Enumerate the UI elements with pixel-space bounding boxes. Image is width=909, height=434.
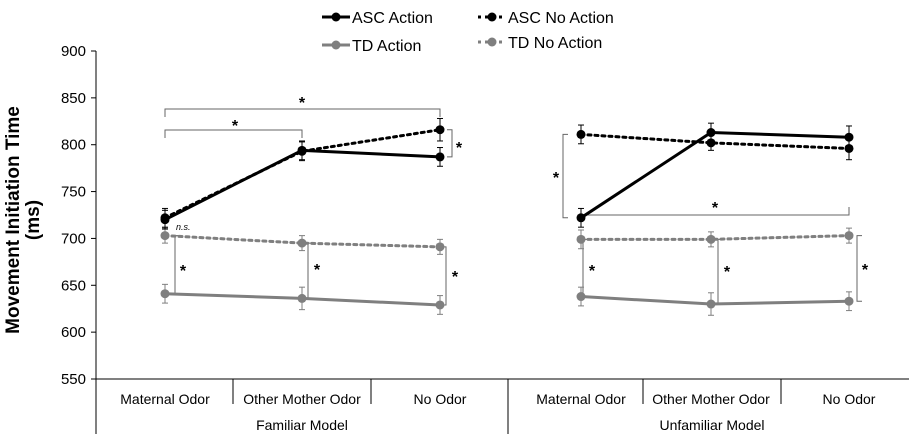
series-td-action: [160, 283, 854, 316]
y-tick-label: 750: [61, 184, 86, 201]
y-tick-label: 850: [61, 90, 86, 107]
data-point: [576, 213, 586, 223]
data-point: [160, 231, 170, 241]
bracket-td-maternal-unfamiliar: [582, 238, 588, 298]
legend-item: TD No Action: [478, 35, 602, 52]
significance-brackets: * * * n.s. * * * * * * * *: [164, 95, 869, 306]
data-point: [576, 234, 586, 244]
series-layer: [160, 117, 854, 316]
data-point: [576, 292, 586, 302]
group-label: Unfamiliar Model: [659, 417, 764, 433]
x-tick-label: Other Mother Odor: [243, 391, 361, 407]
data-point: [160, 289, 170, 299]
significance-star: *: [862, 262, 869, 279]
x-tick-label: Maternal Odor: [120, 391, 210, 407]
significance-star: *: [180, 263, 187, 280]
y-tick-label: 700: [61, 230, 86, 247]
data-point: [435, 242, 445, 252]
significance-star: *: [232, 118, 239, 135]
data-point: [844, 132, 854, 142]
axes: 550 600 650 700 750 800 850 900 Maternal Odor Oth…: [61, 43, 909, 434]
data-point: [297, 145, 307, 155]
y-tick-label: 550: [61, 371, 86, 388]
significance-star: *: [589, 263, 596, 280]
data-point: [706, 138, 716, 148]
significance-star: *: [724, 264, 731, 281]
ns-label: n.s.: [176, 222, 191, 232]
legend-label: TD Action: [352, 38, 421, 55]
data-point: [576, 129, 586, 139]
significance-star: *: [456, 140, 463, 157]
data-point: [435, 152, 445, 162]
bracket-td-no-odor-unfamiliar: [856, 235, 862, 302]
legend-item: ASC No Action: [478, 10, 614, 27]
data-point: [706, 128, 716, 138]
bracket-maternal-vs-no-odor: [164, 108, 441, 117]
bracket-td-no-odor-familiar: [441, 246, 447, 306]
data-point: [297, 293, 307, 303]
legend-item: ASC Action: [322, 10, 433, 27]
data-point: [706, 234, 716, 244]
series-asc-action: [160, 122, 854, 230]
significance-star: *: [299, 95, 306, 112]
legend-swatch-marker: [487, 12, 497, 22]
y-tick-label: 600: [61, 324, 86, 341]
series-td-no-action: [160, 227, 854, 255]
y-tick-label: 800: [61, 137, 86, 154]
x-tick-label: No Odor: [823, 391, 876, 407]
significance-star: *: [712, 200, 719, 217]
data-point: [706, 299, 716, 309]
significance-star: *: [553, 170, 560, 187]
y-axis-title: Movement Initiation Time (ms): [3, 40, 44, 400]
x-tick-label: Other Mother Odor: [652, 391, 770, 407]
x-tick-label: Maternal Odor: [536, 391, 626, 407]
legend-swatch-marker: [331, 12, 341, 22]
bracket-td-other-unfamiliar: [717, 238, 723, 305]
data-point: [160, 215, 170, 225]
bracket-asc-maternal-unfamiliar: [562, 133, 568, 219]
significance-star: *: [452, 269, 459, 286]
legend-swatch-marker: [331, 40, 341, 50]
legend-swatch-marker: [487, 37, 497, 47]
bracket-asc-maternal-vs-no-odor-unfamiliar: [581, 207, 850, 216]
data-point: [844, 296, 854, 306]
bracket-asc-no-odor: [447, 129, 453, 158]
data-point: [435, 300, 445, 310]
legend-item: TD Action: [322, 38, 421, 55]
group-label: Familiar Model: [256, 417, 348, 433]
legend-label: ASC Action: [352, 10, 433, 27]
legend-label: ASC No Action: [508, 10, 614, 27]
data-point: [435, 125, 445, 135]
data-point: [844, 231, 854, 241]
y-axis-title-line-1: Movement Initiation Time: [3, 106, 24, 334]
data-point: [297, 238, 307, 248]
y-axis-title-line-2: (ms): [23, 199, 44, 241]
significance-star: *: [314, 262, 321, 279]
legend: ASC Action ASC No Action TD Action TD No Ac…: [322, 10, 614, 55]
bracket-maternal-vs-other: [164, 129, 303, 138]
y-tick-label: 650: [61, 277, 86, 294]
legend-label: TD No Action: [508, 35, 602, 52]
bracket-td-other-familiar: [307, 242, 313, 299]
x-tick-label: No Odor: [414, 391, 467, 407]
y-tick-label: 900: [61, 43, 86, 60]
